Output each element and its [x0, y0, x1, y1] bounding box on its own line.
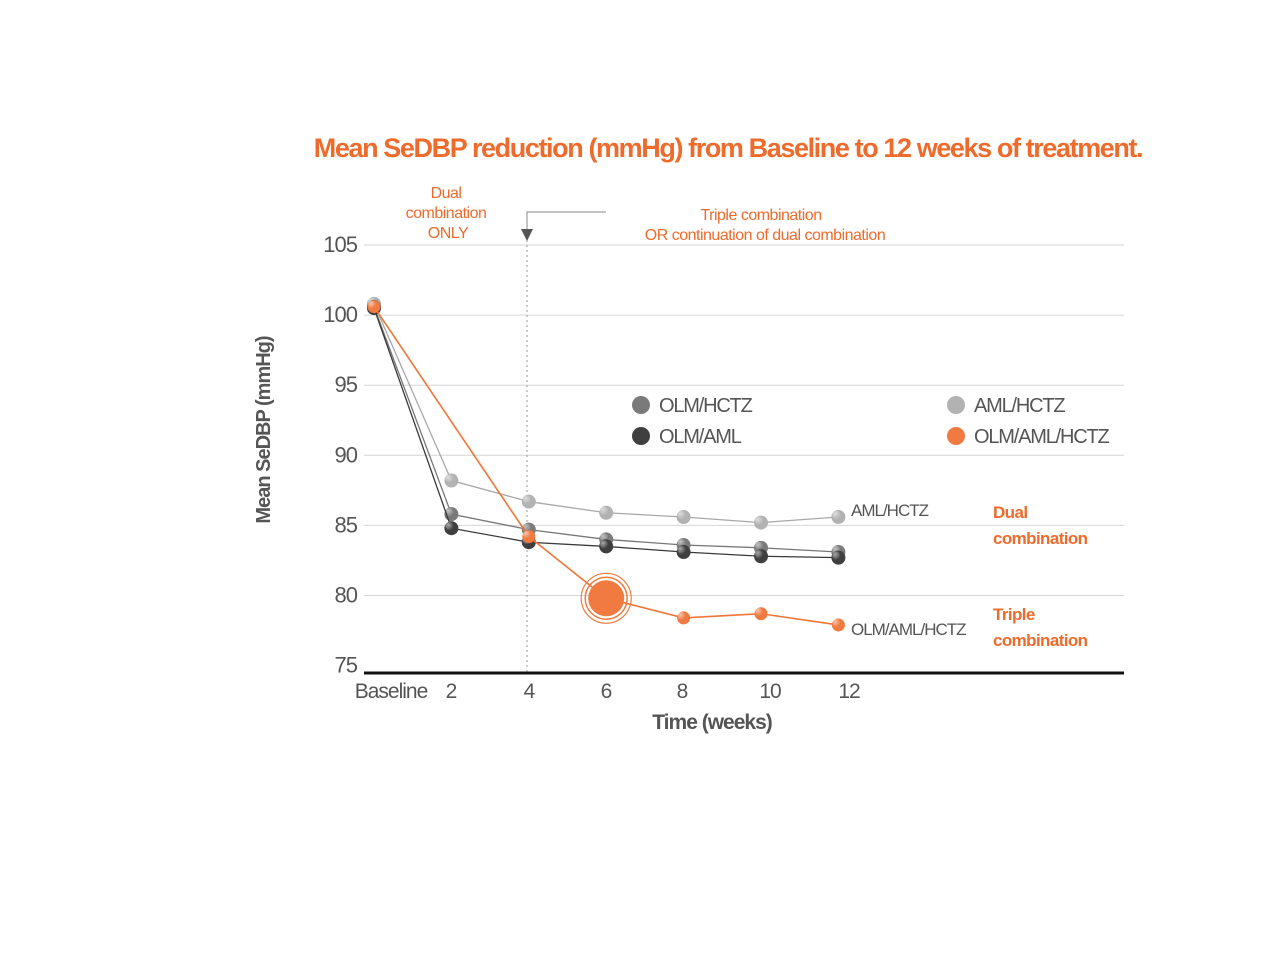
x-tick-label: Baseline [355, 680, 428, 703]
x-tick-label: 2 [446, 680, 457, 703]
x-tick-label: 8 [677, 680, 688, 703]
end-label-olm-aml-hctz: OLM/AML/HCTZ [851, 620, 966, 639]
phase2-label: Triple combination OR continuation of du… [645, 207, 885, 244]
legend-marker-olm-hctz [632, 396, 650, 414]
x-tick-label: 10 [759, 680, 781, 703]
series-line-aml-hctz [373, 303, 839, 524]
y-tick-label: 75 [335, 653, 358, 678]
legend-item-aml-hctz: AML/HCTZ [947, 395, 1067, 417]
group-label-dual: Dual combination [993, 503, 1088, 548]
x-tick-label: 12 [838, 680, 860, 703]
legend-label-aml-hctz: AML/HCTZ [974, 395, 1065, 417]
y-tick-label: 90 [335, 442, 358, 467]
data-point-shine [522, 530, 531, 539]
data-point-shine [368, 300, 376, 309]
legend-label-olm-aml: OLM/AML [659, 426, 742, 448]
legend-item-olm-aml: OLM/AML [632, 426, 743, 448]
data-point-shine [522, 495, 531, 504]
data-point-shine [755, 607, 763, 616]
data-point-shine [832, 551, 841, 560]
legend-marker-olm-aml-hctz [947, 427, 965, 445]
data-point-shine [832, 510, 841, 520]
highlight-ring [580, 572, 632, 624]
legend-item-olm-aml-hctz: OLM/AML/HCTZ [947, 426, 1111, 448]
data-point-shine [600, 506, 609, 515]
y-tick-label: 80 [335, 583, 358, 608]
legend-marker-aml-hctz [947, 396, 965, 414]
phase-arrow-icon [521, 229, 533, 241]
series-olm-aml-hctz [367, 300, 845, 632]
data-point-shine [677, 510, 686, 520]
data-point-shine [600, 540, 609, 549]
y-tick-label: 105 [323, 232, 357, 257]
data-point-shine [677, 612, 686, 620]
grid [364, 244, 1124, 596]
legend-marker-olm-aml [632, 427, 650, 445]
series-olm-hctz [367, 299, 846, 560]
x-axis: Baseline 2 4 6 8 10 12 [355, 680, 861, 703]
data-point-shine [445, 522, 454, 531]
data-point-shine [445, 507, 454, 517]
legend: OLM/HCTZ OLM/AML AML/HCTZ OLM/AML/HCTZ [632, 395, 1111, 448]
series-layer [367, 296, 846, 632]
y-axis: 105 100 95 90 85 80 75 [323, 232, 358, 678]
y-tick-label: 95 [335, 372, 358, 397]
group-label-triple: Triple combination [993, 605, 1088, 650]
highlight-ring [584, 576, 628, 621]
y-tick-label: 85 [335, 512, 358, 537]
legend-label-olm-aml-hctz: OLM/AML/HCTZ [974, 426, 1109, 448]
series-aml-hctz [367, 296, 846, 530]
end-label-aml-hctz: AML/HCTZ [851, 501, 929, 520]
series-line-olm-aml-hctz [373, 306, 839, 626]
phase-bracket [526, 211, 606, 232]
x-axis-label: Time (weeks) [652, 711, 772, 734]
data-point-shine [754, 550, 764, 559]
legend-item-olm-hctz: OLM/HCTZ [632, 395, 754, 417]
data-point-shine [754, 516, 764, 525]
data-point-shine [677, 545, 686, 555]
legend-label-olm-hctz: OLM/HCTZ [659, 395, 753, 417]
y-axis-label: Mean SeDBP (mmHg) [253, 336, 275, 523]
x-tick-label: 6 [601, 680, 612, 703]
y-tick-label: 100 [323, 302, 357, 327]
data-point-olm-aml-hctz [588, 580, 625, 617]
x-tick-label: 4 [524, 680, 536, 703]
chart-title: Mean SeDBP reduction (mmHg) from Baselin… [314, 133, 1142, 163]
data-point-shine [832, 619, 841, 627]
data-point-shine [445, 474, 454, 483]
series-line-olm-aml [373, 307, 839, 559]
phase1-label: Dual combination ONLY [406, 185, 491, 242]
data-point-shine [754, 541, 764, 551]
